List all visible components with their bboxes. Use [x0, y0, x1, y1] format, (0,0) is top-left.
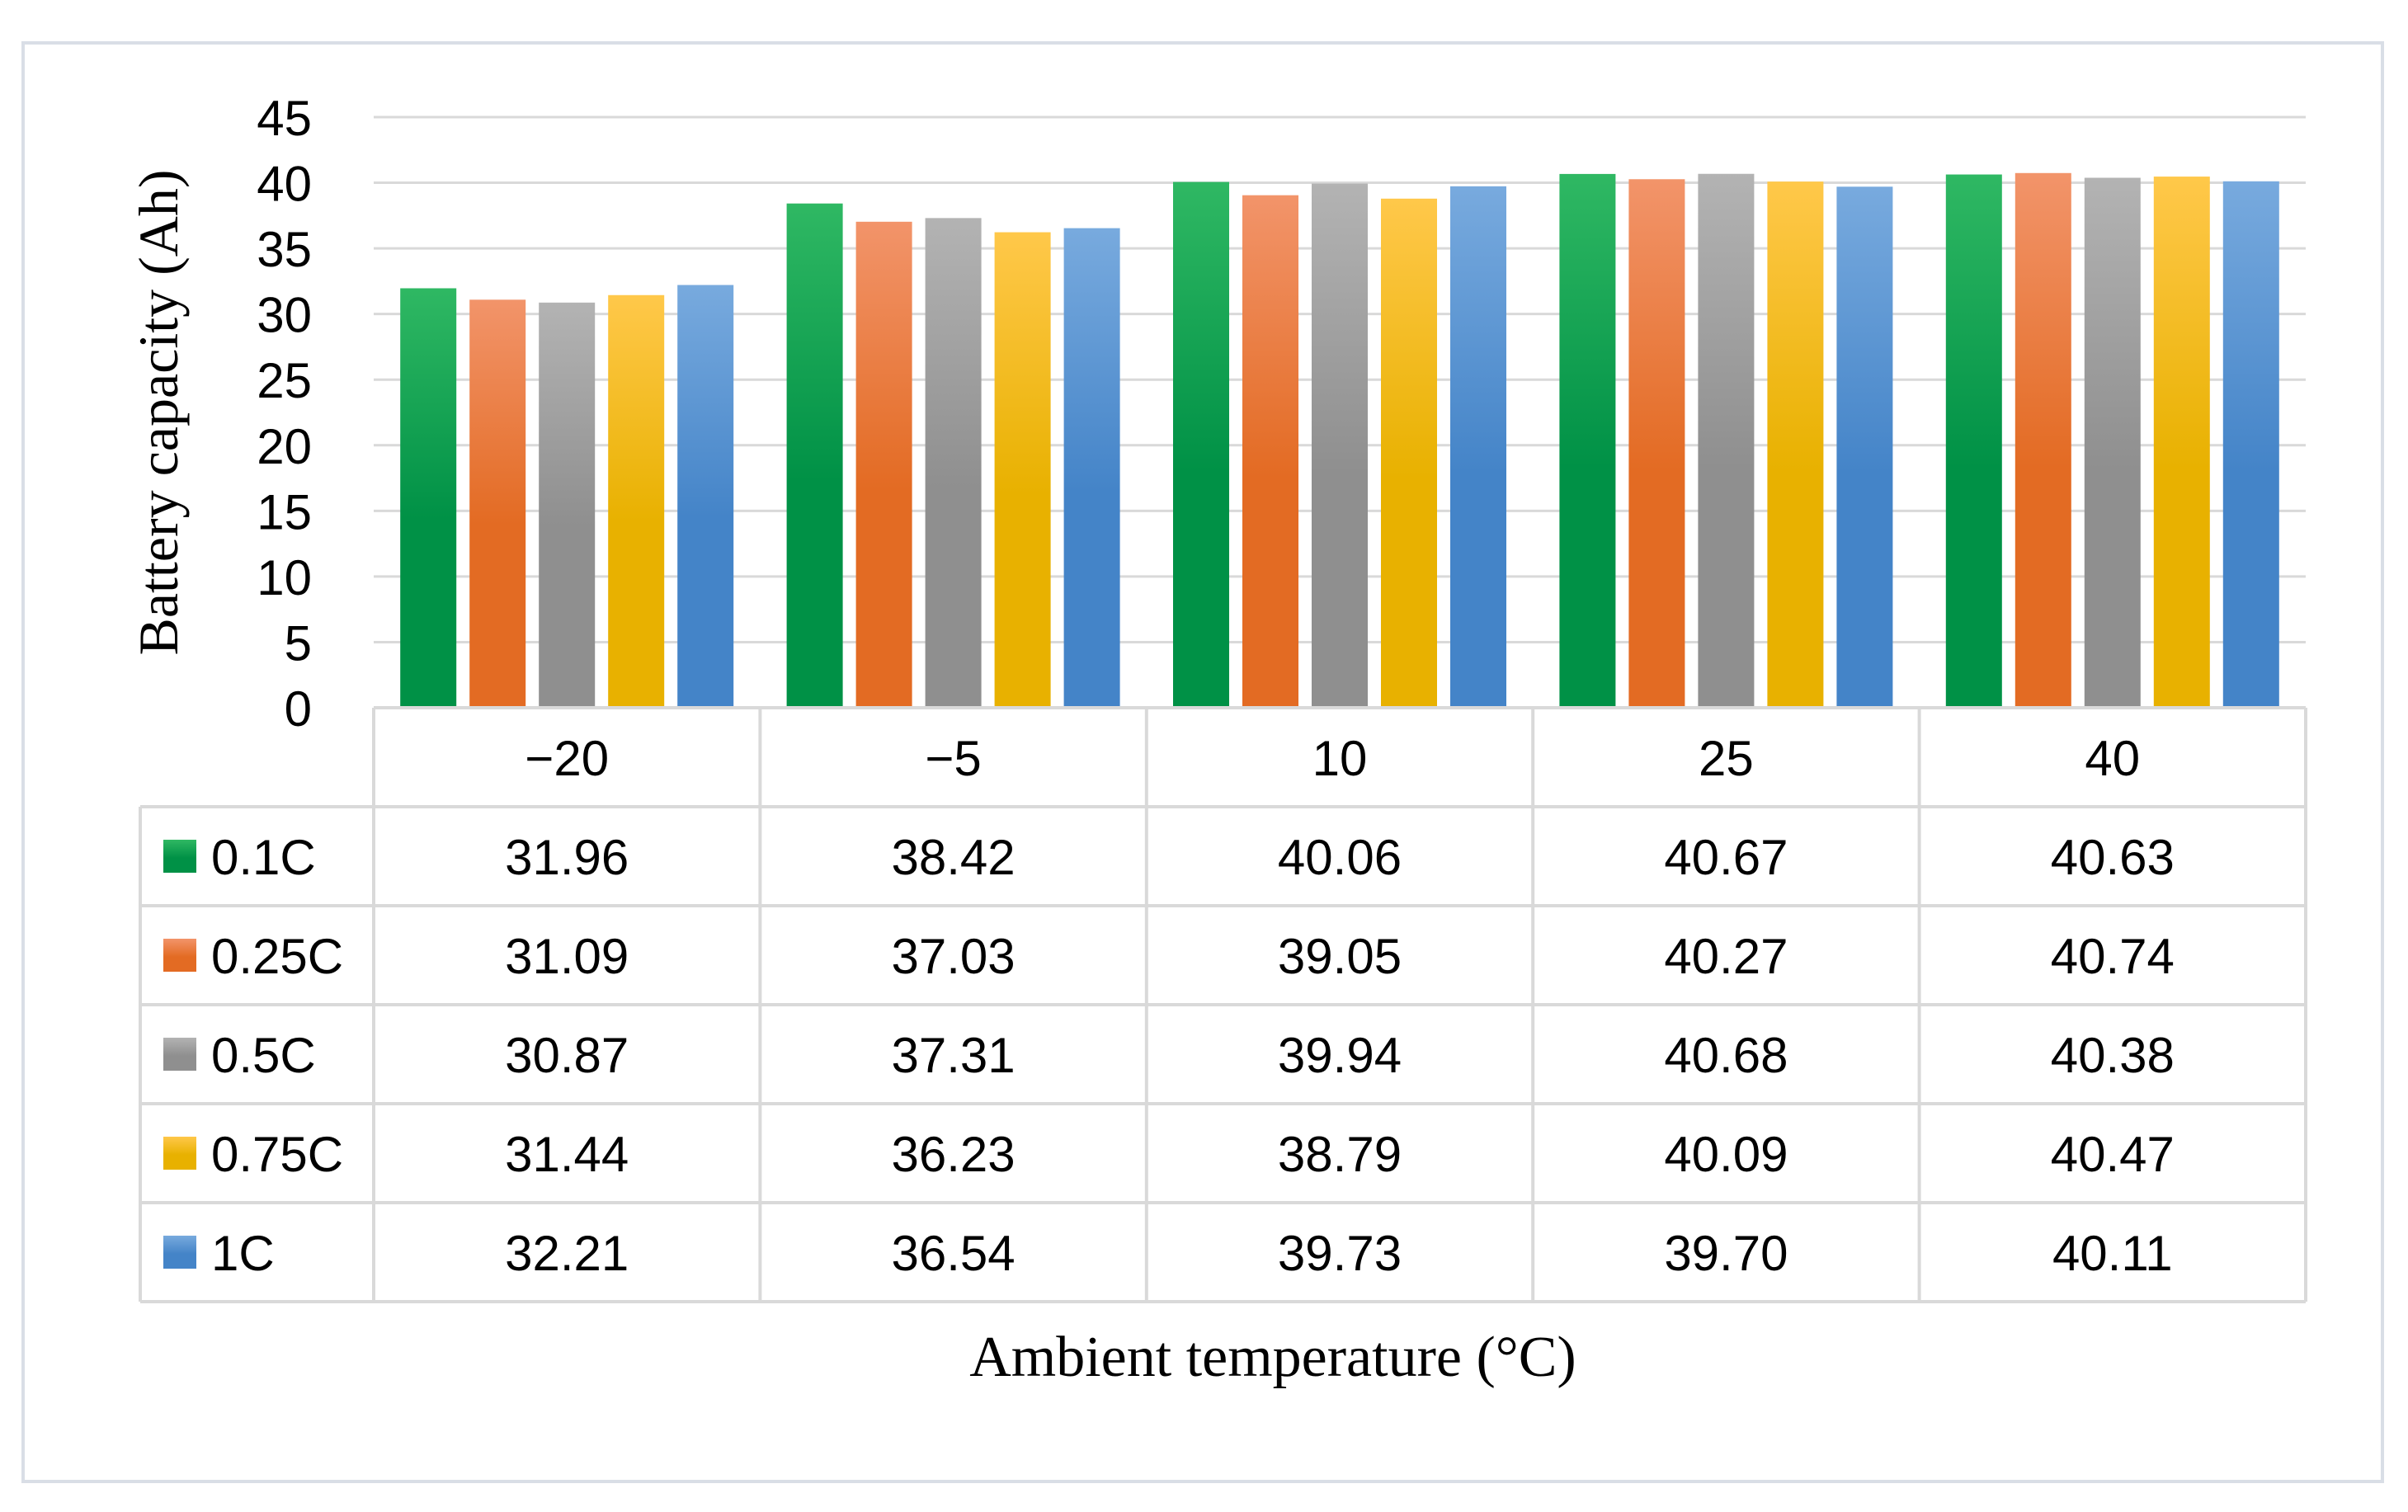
- bar-0.25C-−5: [855, 221, 912, 709]
- bar-1C-25: [1836, 186, 1893, 709]
- category-label: 10: [1312, 731, 1368, 786]
- bar-0.5C-40: [2084, 177, 2141, 708]
- table-cell-value: 40.63: [2051, 830, 2175, 885]
- bar-0.5C-25: [1698, 173, 1755, 709]
- data-table: −20 −5 10 25 40 0.1C 31.96 38.42 40.06 40.67 40.63…: [139, 706, 2307, 1303]
- table-cell-value: 39.73: [1278, 1226, 1402, 1281]
- legend-swatch-0.75C: [163, 1137, 196, 1170]
- bar-0.1C-40: [1945, 174, 2002, 708]
- table-cell-value: 39.94: [1278, 1028, 1402, 1083]
- bar-1C-40: [2222, 181, 2279, 709]
- bar-0.25C-−20: [469, 299, 526, 708]
- category-label: −5: [925, 731, 981, 786]
- table-cell-value: 37.31: [892, 1028, 1016, 1083]
- category-label: 25: [1699, 731, 1754, 786]
- table-cell-value: 40.09: [1664, 1127, 1788, 1182]
- bar-1C-−20: [677, 285, 734, 708]
- y-tick-label: 10: [257, 550, 312, 605]
- table-cell-value: 40.38: [2051, 1028, 2175, 1083]
- table-cell-value: 40.74: [2051, 929, 2175, 984]
- legend-label: 0.1C: [211, 830, 316, 885]
- table-cell-value: 40.11: [2052, 1226, 2173, 1281]
- bar-1C-−5: [1063, 228, 1120, 708]
- table-cell-value: 31.09: [505, 929, 629, 984]
- table-cell-value: 37.03: [892, 929, 1016, 984]
- y-tick-label: 5: [285, 615, 312, 671]
- y-tick-label: 20: [257, 419, 312, 474]
- legend-label: 0.25C: [211, 929, 343, 984]
- bar-0.5C-−5: [925, 218, 982, 708]
- table-cell-value: 39.05: [1278, 929, 1402, 984]
- legend-swatch-1C: [163, 1236, 196, 1269]
- table-cell-value: 31.44: [505, 1127, 629, 1182]
- bar-0.25C-10: [1242, 195, 1298, 708]
- chart-frame: [21, 41, 2384, 1483]
- table-cell-value: 38.79: [1278, 1127, 1402, 1182]
- bar-0.75C-40: [2153, 177, 2210, 708]
- bar-0.25C-25: [1628, 179, 1685, 709]
- y-tick-label: 25: [257, 353, 312, 408]
- bar-0.25C-40: [2015, 172, 2071, 709]
- legend-swatch-0.25C: [163, 939, 196, 972]
- bar-0.75C-−5: [994, 232, 1051, 709]
- legend-swatch-0.5C: [163, 1038, 196, 1071]
- table-cell-value: 40.06: [1278, 830, 1402, 885]
- bar-0.1C-10: [1173, 181, 1229, 708]
- legend-label: 0.75C: [211, 1127, 343, 1182]
- bar-0.75C-10: [1381, 198, 1437, 709]
- table-cell-value: 40.47: [2051, 1127, 2175, 1182]
- category-label: 40: [2085, 731, 2140, 786]
- bar-1C-10: [1450, 186, 1506, 708]
- y-axis-label: Battery capacity (Ah): [127, 169, 190, 655]
- y-tick-label: 35: [257, 222, 312, 277]
- table-cell-value: 39.70: [1664, 1226, 1788, 1281]
- bars: [400, 172, 2279, 709]
- category-label: −20: [525, 731, 609, 786]
- table-cell-value: 36.54: [892, 1226, 1016, 1281]
- bar-0.5C-−20: [539, 302, 596, 708]
- table-cell-value: 36.23: [892, 1127, 1016, 1182]
- bar-0.75C-−20: [608, 294, 665, 708]
- bar-0.5C-10: [1312, 183, 1368, 708]
- table-cell-value: 38.42: [892, 830, 1016, 885]
- bar-0.1C-−5: [786, 203, 843, 708]
- table-cell-value: 40.67: [1664, 830, 1788, 885]
- table-cell-value: 40.68: [1664, 1028, 1788, 1083]
- y-tick-labels: 0 5 10 15 20 25 30 35 40 45: [257, 91, 312, 737]
- table-cell-value: 40.27: [1664, 929, 1788, 984]
- legend-label: 1C: [211, 1226, 275, 1281]
- y-tick-label: 40: [257, 157, 312, 212]
- table-cell-value: 32.21: [505, 1226, 629, 1281]
- y-tick-label: 0: [285, 681, 312, 737]
- y-tick-label: 15: [257, 484, 312, 539]
- y-tick-label: 30: [257, 288, 312, 343]
- bar-0.1C-−20: [400, 288, 457, 708]
- table-cell-value: 31.96: [505, 830, 629, 885]
- x-axis-label: Ambient temperature (°C): [969, 1326, 1576, 1389]
- legend-swatch-0.1C: [163, 840, 196, 873]
- bar-0.1C-25: [1559, 173, 1616, 708]
- y-tick-label: 45: [257, 91, 312, 146]
- table-cell-value: 30.87: [505, 1028, 629, 1083]
- bar-0.75C-25: [1767, 181, 1824, 709]
- legend-label: 0.5C: [211, 1028, 316, 1083]
